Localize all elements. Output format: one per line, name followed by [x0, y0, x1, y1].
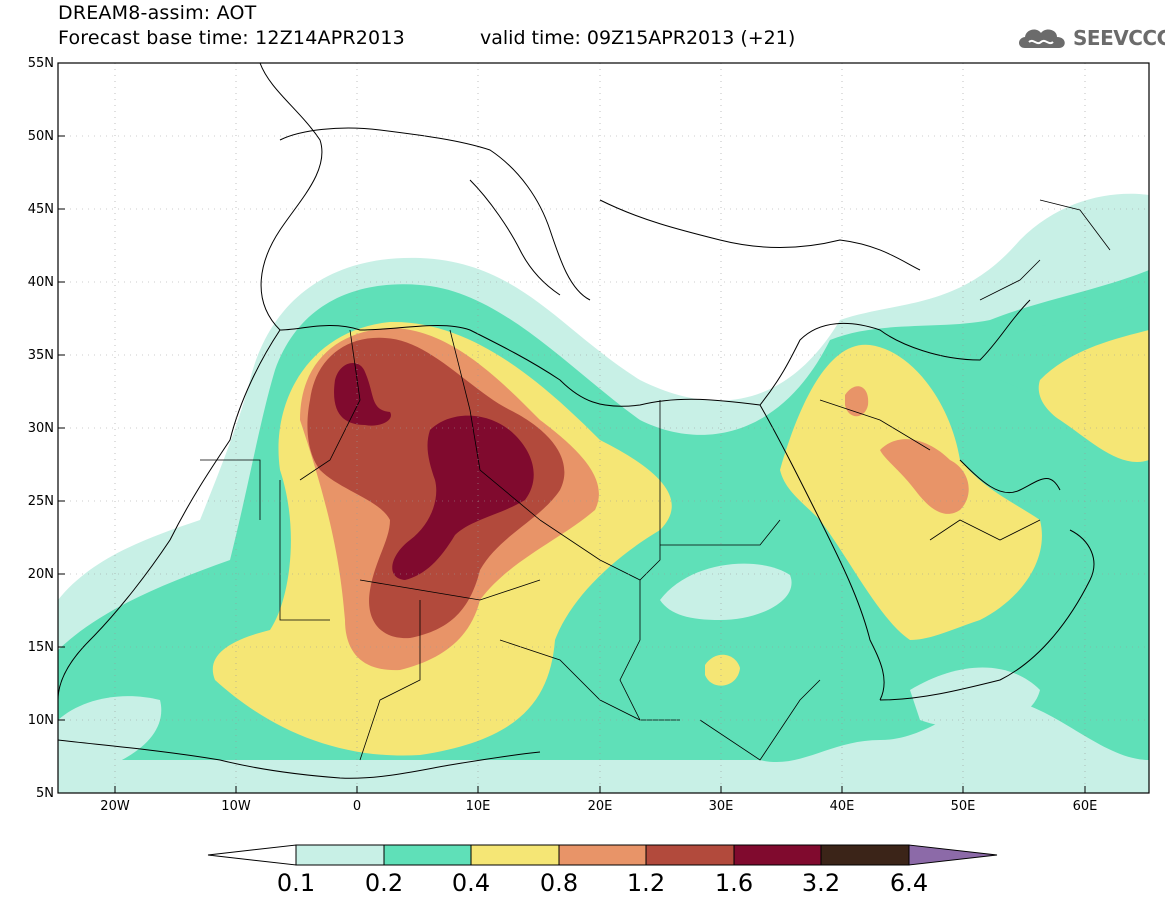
colorbar-swatch-0-8 — [558, 844, 647, 866]
lat-label-20n: 20N — [27, 567, 54, 582]
logo-text: SEEVCCC — [1073, 26, 1165, 50]
colorbar-label-3-2: 3.2 — [801, 869, 841, 897]
colorbar — [207, 844, 998, 866]
colorbar-label-6-4: 6.4 — [889, 869, 929, 897]
lat-label-55n: 55N — [27, 56, 54, 71]
country-borders — [200, 199, 1111, 761]
colorbar-label-0-1: 0.1 — [276, 869, 316, 897]
colorbar-label-0-8: 0.8 — [539, 869, 579, 897]
colorbar-label-1-6: 1.6 — [714, 869, 754, 897]
colorbar-swatch-1-6 — [733, 844, 822, 866]
lon-label-10e: 10E — [465, 799, 491, 814]
lon-label-30e: 30E — [708, 799, 734, 814]
aot-level-1-6 — [334, 362, 534, 580]
colorbar-swatch-3-2 — [820, 844, 910, 866]
lat-label-30n: 30N — [27, 421, 54, 436]
lon-label-10w: 10W — [221, 799, 251, 814]
lat-label-35n: 35N — [27, 348, 54, 363]
lat-label-50n: 50N — [27, 129, 54, 144]
lat-label-40n: 40N — [27, 275, 54, 290]
aot-field — [58, 193, 1149, 793]
colorbar-swatch-0-4 — [470, 844, 560, 866]
colorbar-swatch-0-1 — [295, 844, 385, 866]
map-title: DREAM8-assim: AOT — [58, 2, 257, 24]
colorbar-swatch-0-2 — [383, 844, 472, 866]
colorbar-label-1-2: 1.2 — [626, 869, 666, 897]
aot-level-0-1-pockets — [58, 563, 1040, 780]
lon-label-20e: 20E — [587, 799, 613, 814]
forecast-base-time: Forecast base time: 12Z14APR2013 — [58, 27, 405, 49]
lon-label-20w: 20W — [100, 799, 130, 814]
colorbar-label-0-4: 0.4 — [451, 869, 491, 897]
lon-label-50e: 50E — [950, 799, 976, 814]
colorbar-swatch-1-2 — [645, 844, 735, 866]
colorbar-over-arrow — [908, 844, 998, 866]
colorbar-label-0-2: 0.2 — [364, 869, 404, 897]
seevccc-logo: SEEVCCC — [1015, 22, 1165, 56]
coastlines — [58, 63, 1095, 779]
axis-ticks — [58, 135, 1086, 793]
lat-label-5n: 5N — [36, 786, 54, 801]
lat-label-25n: 25N — [27, 494, 54, 509]
lat-label-45n: 45N — [27, 202, 54, 217]
lon-label-60e: 60E — [1072, 799, 1098, 814]
valid-time: valid time: 09Z15APR2013 (+21) — [480, 27, 796, 49]
cloud-icon — [1019, 29, 1065, 48]
colorbar-under-arrow — [207, 844, 297, 866]
lon-label-0: 0 — [352, 799, 362, 814]
lat-label-15n: 15N — [27, 640, 54, 655]
lat-label-10n: 10N — [27, 713, 54, 728]
lon-label-40e: 40E — [829, 799, 855, 814]
